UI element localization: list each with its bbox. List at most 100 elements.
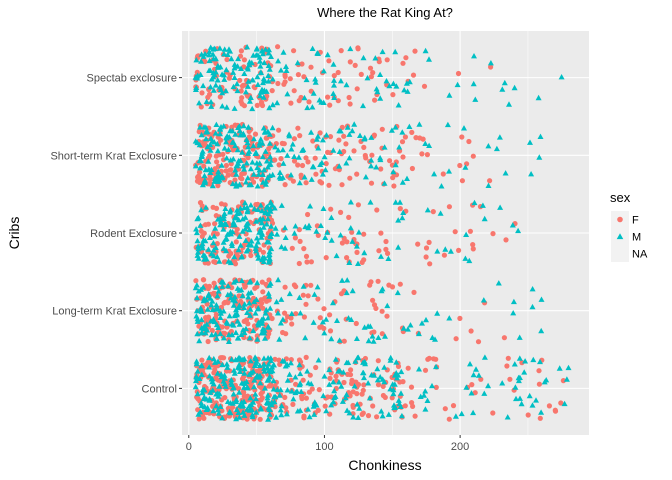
point-m xyxy=(309,104,316,110)
point-m xyxy=(194,237,201,244)
point-m xyxy=(349,238,356,244)
point-m xyxy=(336,367,343,374)
point-m xyxy=(424,207,431,213)
point-m xyxy=(234,146,241,153)
point-m xyxy=(221,145,228,151)
point-m xyxy=(429,382,435,389)
point-m xyxy=(394,289,401,296)
point-m xyxy=(271,205,278,211)
point-m xyxy=(254,81,261,87)
point-m xyxy=(257,136,264,142)
point-m xyxy=(209,375,216,382)
point-m xyxy=(210,51,216,57)
point-m xyxy=(216,391,223,397)
point-m xyxy=(479,202,486,208)
point-f xyxy=(305,211,311,218)
point-f xyxy=(282,284,288,290)
point-m xyxy=(223,319,230,325)
point-m xyxy=(373,164,380,170)
point-m xyxy=(396,144,403,150)
point-m xyxy=(246,61,253,68)
point-m xyxy=(250,135,257,142)
point-f xyxy=(327,312,333,318)
point-m xyxy=(240,163,247,169)
point-m xyxy=(221,51,227,57)
point-m xyxy=(230,385,237,391)
point-m xyxy=(444,121,451,128)
point-m xyxy=(323,132,330,138)
point-f xyxy=(335,69,341,76)
point-m xyxy=(206,57,213,64)
point-m xyxy=(322,234,329,240)
point-m xyxy=(259,140,266,146)
point-m xyxy=(395,217,402,223)
point-m xyxy=(485,182,492,188)
point-m xyxy=(227,209,233,215)
point-f xyxy=(378,230,384,236)
point-f xyxy=(269,315,275,322)
point-f xyxy=(384,57,390,63)
point-f xyxy=(353,320,359,327)
point-m xyxy=(244,204,251,210)
point-m xyxy=(202,129,209,135)
point-f xyxy=(409,165,415,172)
point-m xyxy=(265,252,272,258)
point-m xyxy=(392,48,399,55)
point-f xyxy=(487,178,493,184)
point-f xyxy=(387,158,393,164)
point-m xyxy=(352,358,359,364)
point-m xyxy=(231,105,238,111)
point-m xyxy=(307,203,314,209)
point-m xyxy=(432,336,438,342)
point-m xyxy=(355,260,361,266)
point-m xyxy=(234,318,241,324)
point-m xyxy=(388,127,395,133)
point-f xyxy=(335,98,341,104)
point-m xyxy=(513,395,519,402)
point-m xyxy=(268,401,275,408)
point-m xyxy=(233,277,240,284)
point-m xyxy=(195,249,201,255)
point-f xyxy=(468,328,474,334)
point-m xyxy=(200,297,207,304)
point-f xyxy=(222,395,228,401)
point-f xyxy=(241,57,247,63)
point-f xyxy=(368,180,375,186)
point-m xyxy=(298,388,305,394)
point-m xyxy=(378,408,385,414)
y-axis-title: Cribs xyxy=(6,217,22,250)
point-m xyxy=(354,401,361,407)
point-m xyxy=(260,125,267,131)
point-m xyxy=(398,390,404,396)
point-m xyxy=(214,253,221,260)
point-m xyxy=(240,327,247,333)
point-m xyxy=(203,98,210,104)
point-m xyxy=(501,79,508,86)
point-m xyxy=(205,246,212,252)
point-f xyxy=(260,249,266,255)
point-m xyxy=(247,358,254,364)
point-m xyxy=(286,371,293,377)
point-f xyxy=(259,395,265,401)
point-m xyxy=(536,154,543,160)
point-m xyxy=(193,229,200,236)
point-f xyxy=(293,311,299,317)
point-m xyxy=(259,207,265,214)
point-m xyxy=(259,47,266,54)
point-m xyxy=(315,145,322,151)
point-m xyxy=(496,134,503,140)
point-f xyxy=(290,401,296,407)
point-f xyxy=(312,155,318,161)
point-f xyxy=(408,384,415,390)
point-f xyxy=(370,403,376,409)
point-m xyxy=(499,86,506,92)
point-m xyxy=(252,150,259,156)
point-f xyxy=(453,336,459,342)
point-m xyxy=(232,311,239,317)
point-f xyxy=(424,152,430,158)
point-m xyxy=(260,258,267,265)
point-m xyxy=(330,61,337,67)
point-m xyxy=(269,171,276,178)
point-m xyxy=(461,125,467,131)
point-m xyxy=(301,94,308,101)
